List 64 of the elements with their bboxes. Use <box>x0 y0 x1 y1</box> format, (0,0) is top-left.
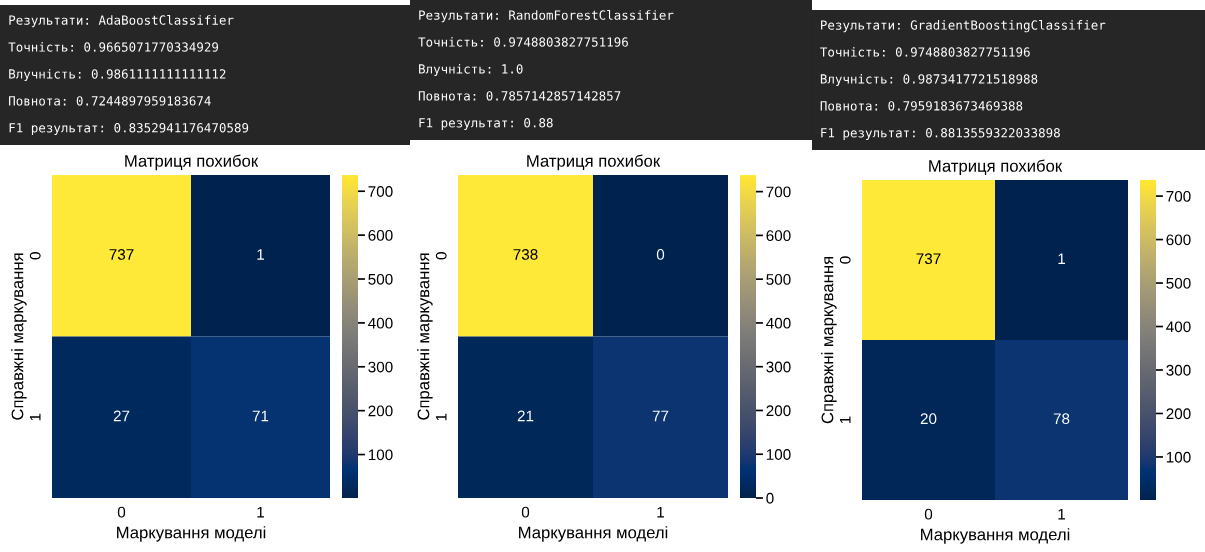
text: Повнота: 0.7244897959183674 <box>9 96 211 106</box>
color-bar-label: 500 <box>1166 277 1191 289</box>
x-tick-label: 1 <box>257 506 264 518</box>
text: Результати: AdaBoostClassifier <box>9 15 234 28</box>
color-bar-label: 200 <box>766 405 791 417</box>
text: F1 результат: 0.8813559322033898 <box>821 128 1060 140</box>
data-label: 27 <box>113 410 130 422</box>
color-bar-label: 200 <box>1166 408 1191 420</box>
x-axis-title: Маркування моделі <box>921 528 1070 544</box>
data-label: 77 <box>652 410 669 422</box>
data-label: 78 <box>1053 413 1070 425</box>
chart-title: Матриця похибок <box>527 154 661 171</box>
color-bar-label: 300 <box>368 361 393 373</box>
x-tick-label: 0 <box>924 508 933 520</box>
color-bar-label: 300 <box>1166 364 1191 376</box>
text: Точність: 0.9665071770334929 <box>8 42 219 52</box>
color-bar-label: 600 <box>1166 234 1191 246</box>
text: F1 результат: 0.88 <box>419 118 553 130</box>
color-bar-label: 100 <box>766 449 791 460</box>
chart-title: Матриця похибок <box>125 154 259 171</box>
text: Результати: RandomForestClassifier <box>419 10 674 23</box>
text: Влучність: 0.9861111111111112 <box>9 68 226 82</box>
text: Влучність: 1.0 <box>419 63 523 77</box>
x-axis-title: Маркування моделі <box>519 526 668 542</box>
data-label: 737 <box>109 249 134 260</box>
text: F1 результат: 0.8352941176470589 <box>9 123 249 135</box>
color-bar-label: 100 <box>1166 451 1191 463</box>
x-axis-title: Маркування моделі <box>117 526 266 542</box>
color-bar-label: 500 <box>368 273 393 285</box>
text: Точність: 0.9748803827751196 <box>820 47 1030 57</box>
color-bar-label: 700 <box>766 186 791 198</box>
text: Точність: 0.9748803827751196 <box>418 37 628 47</box>
data-label: 738 <box>513 249 538 260</box>
color-bar-label: 600 <box>368 229 393 241</box>
color-bar-label: 600 <box>766 230 791 242</box>
color-bar-label: 400 <box>766 317 791 329</box>
data-label: 0 <box>656 249 665 260</box>
x-tick-label: 1 <box>1058 508 1065 520</box>
data-label: 20 <box>920 413 937 425</box>
color-bar-label: 700 <box>368 186 393 197</box>
color-bar-label: 500 <box>766 274 791 285</box>
data-label: 71 <box>252 410 269 422</box>
data-label: 1 <box>1058 253 1065 264</box>
data-label: 21 <box>517 410 534 422</box>
color-bar-label: 0 <box>766 492 774 504</box>
y-axis-title: Справжні маркування <box>821 257 837 424</box>
color-bar-label: 200 <box>368 405 393 417</box>
y-axis-title: Справжні маркування <box>417 253 433 420</box>
data-label: 1 <box>257 249 264 260</box>
chart-title: Матриця похибок <box>929 159 1063 176</box>
text: Влучність: 0.9873417721518988 <box>820 73 1038 87</box>
x-tick-label: 1 <box>657 506 664 518</box>
color-bar-label: 400 <box>1166 321 1191 333</box>
x-tick-label: 0 <box>117 506 126 518</box>
color-bar-label: 300 <box>766 361 791 373</box>
text: Результати: GradientBoostingClassifier <box>821 20 1106 33</box>
color-bar-label: 100 <box>368 449 393 461</box>
color-bar-label: 700 <box>1166 190 1191 202</box>
y-axis-title: Справжні маркування <box>11 253 27 420</box>
color-bar-label: 400 <box>368 317 393 329</box>
text: Повнота: 0.7857142857142857 <box>418 91 621 101</box>
text: Повнота: 0.7959183673469388 <box>820 101 1023 111</box>
data-label: 737 <box>916 253 941 265</box>
x-tick-label: 0 <box>521 506 530 518</box>
